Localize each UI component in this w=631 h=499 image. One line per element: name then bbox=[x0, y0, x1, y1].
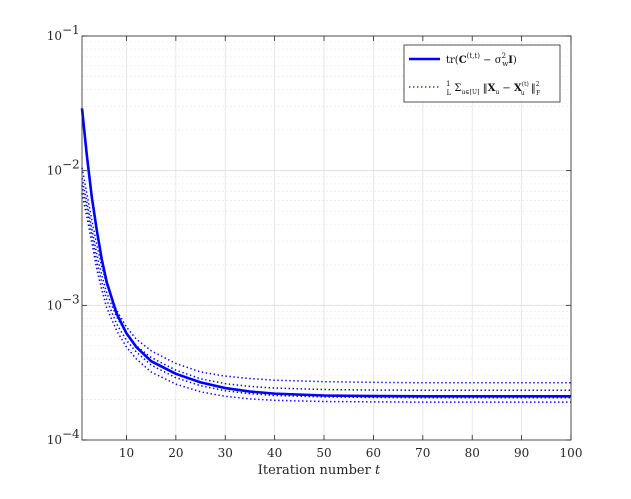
x-tick-label: 100 bbox=[560, 446, 583, 460]
axes bbox=[81, 35, 572, 441]
x-tick-label: 90 bbox=[514, 446, 529, 460]
legend-box bbox=[403, 44, 561, 103]
x-tick-label: 60 bbox=[366, 446, 381, 460]
y-tick-exponent-label: −3 bbox=[62, 292, 80, 306]
x-tick-label: 10 bbox=[119, 446, 134, 460]
x-tick-label: 20 bbox=[168, 446, 183, 460]
y-tick-exponent-label: −1 bbox=[62, 23, 80, 37]
series-group bbox=[80, 108, 571, 403]
x-tick-label: 50 bbox=[316, 446, 331, 460]
series-line-dotted-1 bbox=[81, 167, 571, 384]
series-line-dotted-4 bbox=[81, 193, 571, 403]
y-tick-label: 10 bbox=[47, 164, 62, 178]
y-tick-label: 10 bbox=[47, 433, 62, 447]
y-tick-exponent-label: −2 bbox=[62, 158, 80, 172]
y-tick-label: 10 bbox=[47, 29, 62, 43]
plot-frame bbox=[81, 35, 572, 441]
legend-entry-1: tr(C(t,t) − σ2 wI) bbox=[446, 52, 517, 68]
series-line-solid bbox=[80, 108, 571, 398]
series-line-dotted-3 bbox=[81, 185, 571, 399]
x-axis-label: Iteration number t bbox=[258, 463, 381, 478]
x-tick-label: 70 bbox=[415, 446, 430, 460]
x-tick-label: 40 bbox=[267, 446, 282, 460]
y-tick-exponent-label: −4 bbox=[62, 427, 80, 441]
x-tick-label: 80 bbox=[465, 446, 480, 460]
grid bbox=[82, 35, 572, 441]
y-tick-label: 10 bbox=[47, 298, 62, 312]
x-tick-label: 30 bbox=[218, 446, 233, 460]
series-line-dotted-2 bbox=[81, 177, 571, 392]
